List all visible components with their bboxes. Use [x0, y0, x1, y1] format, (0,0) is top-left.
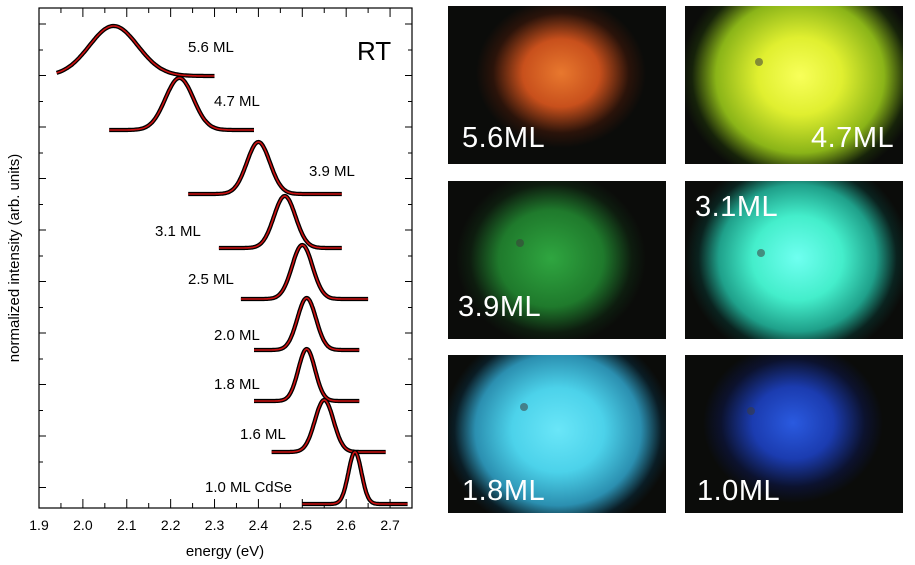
x-tick-label: 2.6: [336, 517, 356, 533]
photo-glow: [448, 355, 666, 513]
series-label: 3.9 ML: [309, 163, 355, 180]
photo-glow: [476, 6, 646, 148]
photo-speck: [755, 58, 763, 66]
x-tick-label: 2.0: [73, 517, 93, 533]
photo-speck: [516, 239, 524, 247]
photo-glow: [703, 355, 883, 503]
photo-label: 5.6ML: [462, 122, 546, 154]
photo-label: 1.0ML: [697, 475, 781, 507]
photo-1-0ml: 1.0ML: [685, 355, 903, 513]
spectrum-data-9: [300, 449, 410, 507]
photo-3-1ml: 3.1ML: [685, 181, 903, 339]
photo-5-6ml: 5.6ML: [448, 6, 666, 164]
series-label: 4.7 ML: [214, 93, 260, 110]
series-label: 2.0 ML: [214, 327, 260, 344]
photo-label: 3.1ML: [695, 191, 779, 223]
spectrum-fit-7: [254, 348, 360, 402]
spectrum-fit-4: [218, 195, 342, 249]
spectrum-data-7: [252, 346, 361, 404]
photo-3-9ml: 3.9ML: [448, 181, 666, 339]
spectrum-fit-5: [240, 244, 369, 300]
axis-ticks: 1.9 2.0 2.1 2.2 2.3 2.4 2.5 2.6 2.7: [29, 8, 412, 533]
spectrum-fit-8: [271, 399, 386, 453]
photo-glow: [456, 181, 646, 339]
series-labels: 5.6 ML 4.7 ML 3.9 ML 3.1 ML 2.5 ML 2.0 ML 1.8 …: [155, 39, 355, 496]
photo-4-7ml: 4.7ML: [685, 6, 903, 164]
x-tick-label: 2.2: [161, 517, 181, 533]
x-tick-label: 2.7: [380, 517, 400, 533]
spectrum-data-5: [239, 242, 370, 302]
x-tick-label: 2.3: [205, 517, 225, 533]
photo-speck: [757, 249, 765, 257]
series-label: 1.8 ML: [214, 376, 260, 393]
photo-glow: [685, 6, 903, 164]
series-label: 1.0 ML CdSe: [205, 479, 292, 496]
photo-1-8ml: 1.8ML: [448, 355, 666, 513]
photo-speck: [747, 407, 755, 415]
annotation-rt: RT: [357, 36, 391, 66]
x-tick-label: 2.4: [249, 517, 269, 533]
spectrum-fit-9: [302, 451, 408, 505]
x-tick-label: 1.9: [29, 517, 49, 533]
pl-spectra-chart: 1.9 2.0 2.1 2.2 2.3 2.4 2.5 2.6 2.7 5.6 ML 4.7 ML…: [6, 7, 413, 560]
spectrum-fit-6: [254, 297, 360, 351]
photo-label: 4.7ML: [811, 122, 895, 154]
x-axis-label: energy (eV): [186, 543, 264, 560]
spectrum-data-4: [217, 193, 344, 251]
spectrum-fit-2: [109, 77, 254, 131]
spectra-curves: [55, 23, 410, 507]
spectrum-data-6: [252, 295, 361, 353]
series-label: 2.5 ML: [188, 271, 234, 288]
x-tick-label: 2.5: [293, 517, 313, 533]
series-label: 5.6 ML: [188, 39, 234, 56]
x-tick-label: 2.1: [117, 517, 137, 533]
spectrum-data-8: [270, 397, 388, 455]
plot-frame: [38, 7, 413, 509]
photo-speck: [520, 403, 528, 411]
series-label: 3.1 ML: [155, 223, 201, 240]
photo-label: 1.8ML: [462, 475, 546, 507]
y-axis-label: normalized intensity (arb. units): [6, 154, 23, 362]
spectrum-fit-3: [188, 141, 342, 195]
photo-glow: [685, 181, 903, 339]
series-label: 1.6 ML: [240, 426, 286, 443]
spectrum-fit-1: [56, 25, 215, 77]
photo-label: 3.9ML: [458, 291, 542, 323]
